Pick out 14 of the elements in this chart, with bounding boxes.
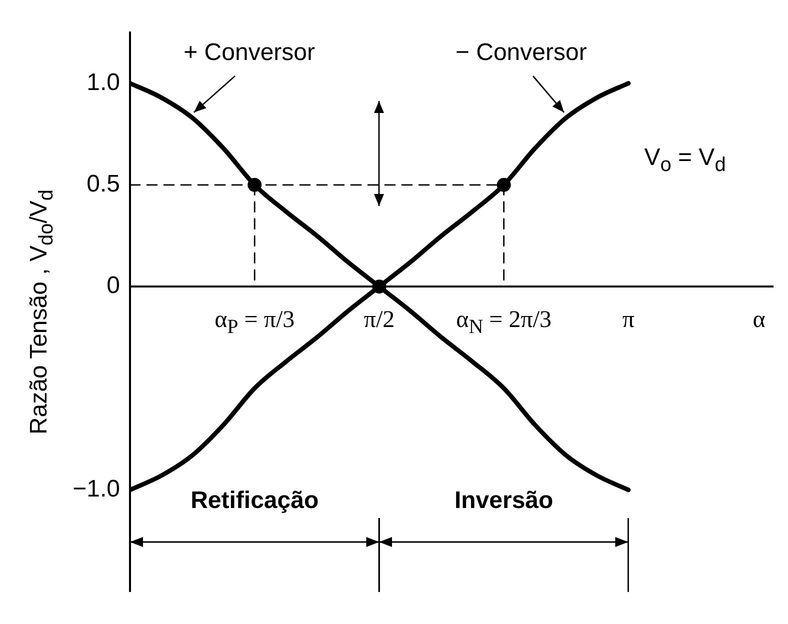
series-label: − Conversor [455,39,587,67]
y-tick-label: 0.5 [86,170,120,198]
x-tick-label: π/2 [364,306,395,333]
x-tick-label: α$_{N}$ = 2π/3 [456,306,552,338]
series-label: + Conversor [184,39,315,67]
annotation: Retificação [190,486,319,514]
y-tick-label: −1.0 [72,476,120,503]
annotation: Inversão [454,486,554,514]
y-tick-label: 1.0 [86,68,120,96]
x-axis-title: α [752,306,766,333]
text: V$_{o}$ = V$_{d}$ [644,144,726,176]
x-tick-label: α$_{P}$ = π/3 [214,306,295,338]
y-tick-label: 0 [106,272,120,300]
x-tick-label: π [622,306,634,333]
